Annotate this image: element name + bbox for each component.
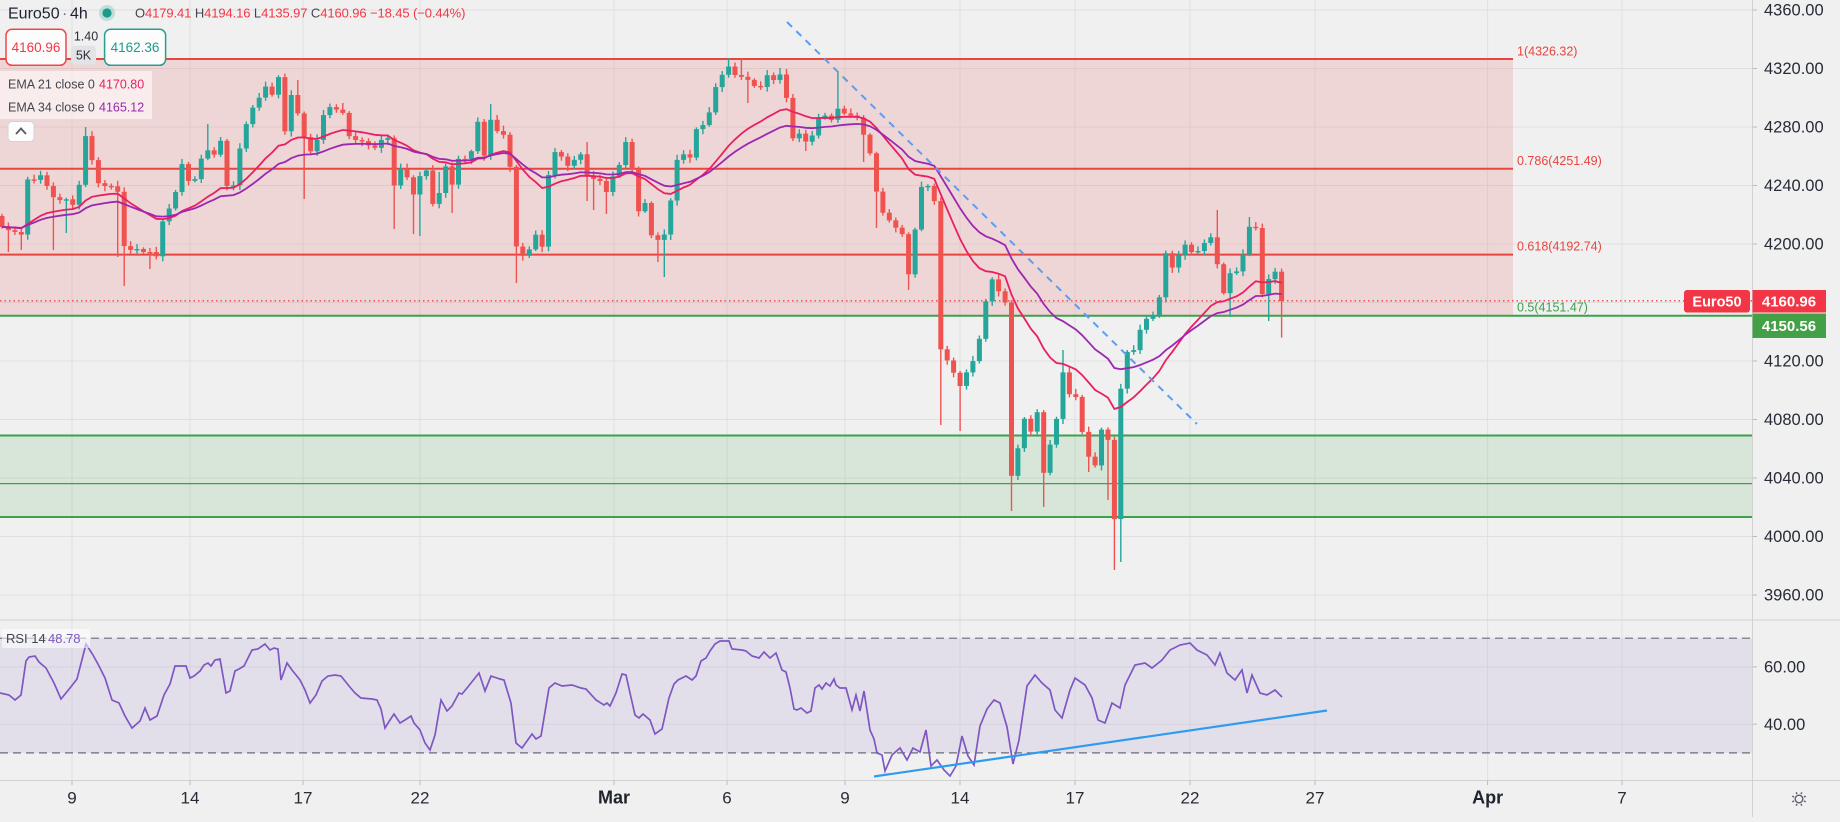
svg-text:RSI 14: RSI 14 — [6, 631, 46, 646]
svg-text:27: 27 — [1306, 789, 1325, 808]
svg-text:0.5(4151.47): 0.5(4151.47) — [1517, 301, 1588, 315]
svg-text:4165.12: 4165.12 — [99, 101, 144, 115]
svg-text:5K: 5K — [76, 49, 92, 63]
svg-text:Apr: Apr — [1472, 788, 1503, 808]
svg-text:4080.00: 4080.00 — [1764, 411, 1824, 429]
svg-text:4170.80: 4170.80 — [99, 78, 144, 92]
svg-text:17: 17 — [294, 789, 313, 808]
svg-text:9: 9 — [840, 789, 849, 808]
svg-text:3960.00: 3960.00 — [1764, 587, 1824, 605]
svg-text:9: 9 — [67, 789, 76, 808]
svg-text:14: 14 — [181, 789, 200, 808]
svg-text:Euro50: Euro50 — [8, 6, 60, 23]
svg-text:60.00: 60.00 — [1764, 659, 1805, 677]
svg-text:4160.96: 4160.96 — [12, 40, 61, 55]
svg-text:1(4326.32): 1(4326.32) — [1517, 45, 1577, 59]
svg-text:4040.00: 4040.00 — [1764, 470, 1824, 488]
svg-text:4320.00: 4320.00 — [1764, 60, 1824, 78]
svg-text:4162.36: 4162.36 — [111, 40, 160, 55]
svg-text:17: 17 — [1066, 789, 1085, 808]
svg-text:4360.00: 4360.00 — [1764, 2, 1824, 20]
svg-text:0.786(4251.49): 0.786(4251.49) — [1517, 154, 1602, 168]
svg-text:EMA 34 close 0: EMA 34 close 0 — [8, 101, 95, 115]
svg-text:·: · — [62, 6, 67, 23]
svg-text:Mar: Mar — [598, 788, 630, 808]
svg-text:0.618(4192.74): 0.618(4192.74) — [1517, 240, 1602, 254]
svg-text:4160.96: 4160.96 — [1762, 294, 1816, 311]
svg-text:4120.00: 4120.00 — [1764, 353, 1824, 371]
svg-text:14: 14 — [951, 789, 970, 808]
svg-text:48.78: 48.78 — [48, 631, 81, 646]
svg-text:1.40: 1.40 — [74, 30, 98, 44]
svg-text:4280.00: 4280.00 — [1764, 119, 1824, 137]
svg-text:7: 7 — [1617, 789, 1626, 808]
svg-text:22: 22 — [1181, 789, 1200, 808]
svg-text:6: 6 — [722, 789, 731, 808]
svg-text:EMA 21 close 0: EMA 21 close 0 — [8, 78, 95, 92]
svg-text:40.00: 40.00 — [1764, 716, 1805, 734]
svg-text:Euro50: Euro50 — [1692, 295, 1741, 311]
svg-text:4000.00: 4000.00 — [1764, 528, 1824, 546]
svg-text:O4179.41 H4194.16 L4135.97 C41: O4179.41 H4194.16 L4135.97 C4160.96 −18.… — [135, 6, 465, 21]
svg-text:4200.00: 4200.00 — [1764, 236, 1824, 254]
svg-text:4150.56: 4150.56 — [1762, 318, 1816, 335]
svg-text:4240.00: 4240.00 — [1764, 177, 1824, 195]
svg-text:22: 22 — [411, 789, 430, 808]
svg-text:4h: 4h — [70, 6, 88, 23]
